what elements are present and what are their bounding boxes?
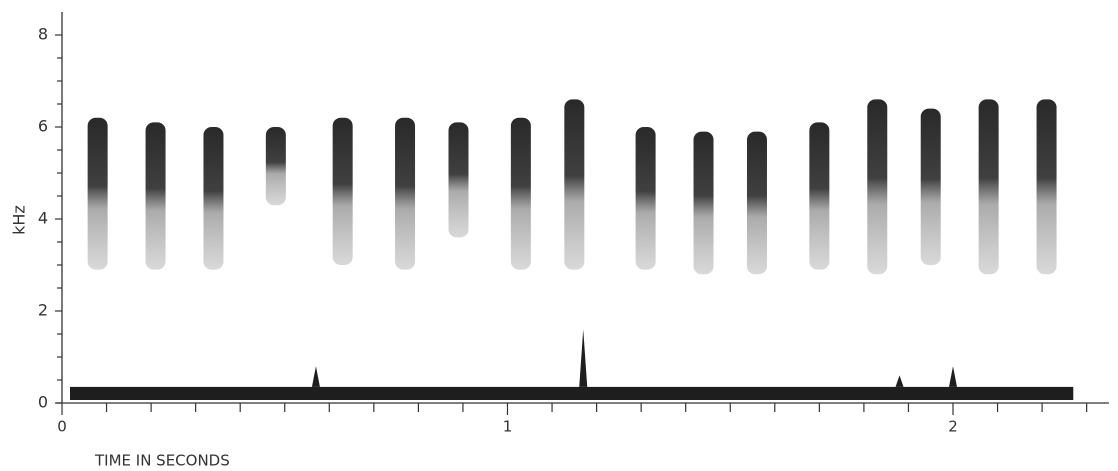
syllable [88,118,108,270]
y-tick-label: 2 [38,301,48,320]
syllable [979,99,999,274]
noise-spike [896,375,904,387]
syllable [694,132,714,275]
syllable [867,99,887,274]
syllable [203,127,223,270]
syllable [809,122,829,269]
chart: kHz TIME IN SECONDS 0 1 2 0 2 4 6 8 [0,0,1118,471]
x-tick-label: 2 [948,418,958,436]
noise-band [70,387,1073,400]
x-tick-label: 1 [503,418,513,436]
y-tick-label: 6 [38,117,48,136]
noise-spike [579,329,587,387]
x-tick-label: 0 [57,418,67,436]
y-tick-label: 0 [38,393,48,412]
syllable [1037,99,1057,274]
syllable [333,118,353,265]
syllable [146,122,166,269]
y-axis-label: kHz [10,205,29,235]
noise-spike [949,366,957,387]
y-tick-label: 4 [38,209,48,228]
syllable [266,127,286,205]
syllable [564,99,584,269]
x-axis-label: TIME IN SECONDS [94,452,230,470]
syllable [921,109,941,265]
y-tick-label: 8 [38,25,48,44]
syllable [747,132,767,275]
syllable [511,118,531,270]
noise-spike [312,366,320,387]
syllable [636,127,656,270]
syllable [395,118,415,270]
syllable [448,122,468,237]
